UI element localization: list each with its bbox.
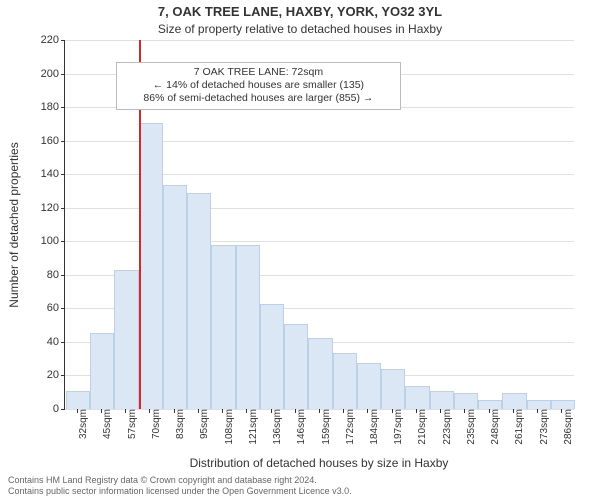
bar	[381, 369, 405, 409]
x-tick-label: 32sqm	[72, 409, 89, 439]
x-tick-label: 172sqm	[339, 409, 356, 445]
x-axis-label: Distribution of detached houses by size …	[64, 456, 574, 470]
bar	[114, 270, 138, 409]
bar	[163, 185, 187, 409]
annotation-box: 7 OAK TREE LANE: 72sqm← 14% of detached …	[116, 62, 401, 109]
bar	[357, 363, 381, 409]
x-tick-label: 146sqm	[290, 409, 307, 445]
x-tick-label: 273sqm	[533, 409, 550, 445]
x-tick-label: 286sqm	[557, 409, 574, 445]
chart-subtitle: Size of property relative to detached ho…	[0, 22, 600, 36]
bar	[454, 393, 478, 409]
bar	[187, 193, 211, 409]
x-tick-label: 108sqm	[218, 409, 235, 445]
y-tick-label: 20	[47, 369, 65, 381]
y-tick-label: 100	[41, 235, 65, 247]
bar	[478, 400, 502, 409]
y-tick-label: 80	[47, 269, 65, 281]
bar	[139, 123, 163, 409]
grid-line	[65, 40, 574, 41]
x-tick-label: 210sqm	[411, 409, 428, 445]
bar	[551, 400, 575, 409]
y-tick-label: 140	[41, 168, 65, 180]
x-tick-label: 184sqm	[363, 409, 380, 445]
x-tick-label: 235sqm	[460, 409, 477, 445]
bar	[90, 333, 114, 409]
annotation-line: ← 14% of detached houses are smaller (13…	[123, 79, 394, 92]
bar	[430, 391, 454, 409]
y-axis-label: Number of detached properties	[7, 142, 21, 307]
attribution-line2: Contains public sector information licen…	[8, 486, 352, 497]
y-tick-label: 60	[47, 302, 65, 314]
x-tick-label: 136sqm	[266, 409, 283, 445]
x-tick-label: 83sqm	[169, 409, 186, 439]
x-tick-label: 197sqm	[387, 409, 404, 445]
annotation-line: 86% of semi-detached houses are larger (…	[123, 92, 394, 105]
bar	[211, 245, 235, 409]
y-tick-label: 180	[41, 101, 65, 113]
x-tick-label: 159sqm	[315, 409, 332, 445]
plot-area: 02040608010012014016018020022032sqm45sqm…	[64, 40, 574, 410]
bar	[236, 245, 260, 409]
y-tick-label: 0	[53, 403, 65, 415]
x-tick-label: 95sqm	[193, 409, 210, 439]
annotation-line: 7 OAK TREE LANE: 72sqm	[123, 66, 394, 79]
bar	[260, 304, 284, 409]
y-tick-label: 160	[41, 135, 65, 147]
bar	[527, 400, 551, 409]
x-tick-label: 45sqm	[96, 409, 113, 439]
y-tick-label: 120	[41, 202, 65, 214]
chart-title: 7, OAK TREE LANE, HAXBY, YORK, YO32 3YL	[0, 4, 600, 19]
bar	[502, 393, 526, 409]
x-tick-label: 261sqm	[508, 409, 525, 445]
x-tick-label: 70sqm	[145, 409, 162, 439]
x-tick-label: 248sqm	[484, 409, 501, 445]
y-tick-label: 40	[47, 336, 65, 348]
x-tick-label: 121sqm	[242, 409, 259, 445]
attribution-line1: Contains HM Land Registry data © Crown c…	[8, 475, 352, 486]
bar	[284, 324, 308, 409]
y-tick-label: 220	[41, 34, 65, 46]
attribution: Contains HM Land Registry data © Crown c…	[8, 475, 352, 497]
bar	[308, 338, 332, 409]
bar	[66, 391, 90, 409]
x-tick-label: 57sqm	[121, 409, 138, 439]
bar	[405, 386, 429, 409]
x-tick-label: 223sqm	[436, 409, 453, 445]
bar	[333, 353, 357, 409]
y-tick-label: 200	[41, 68, 65, 80]
